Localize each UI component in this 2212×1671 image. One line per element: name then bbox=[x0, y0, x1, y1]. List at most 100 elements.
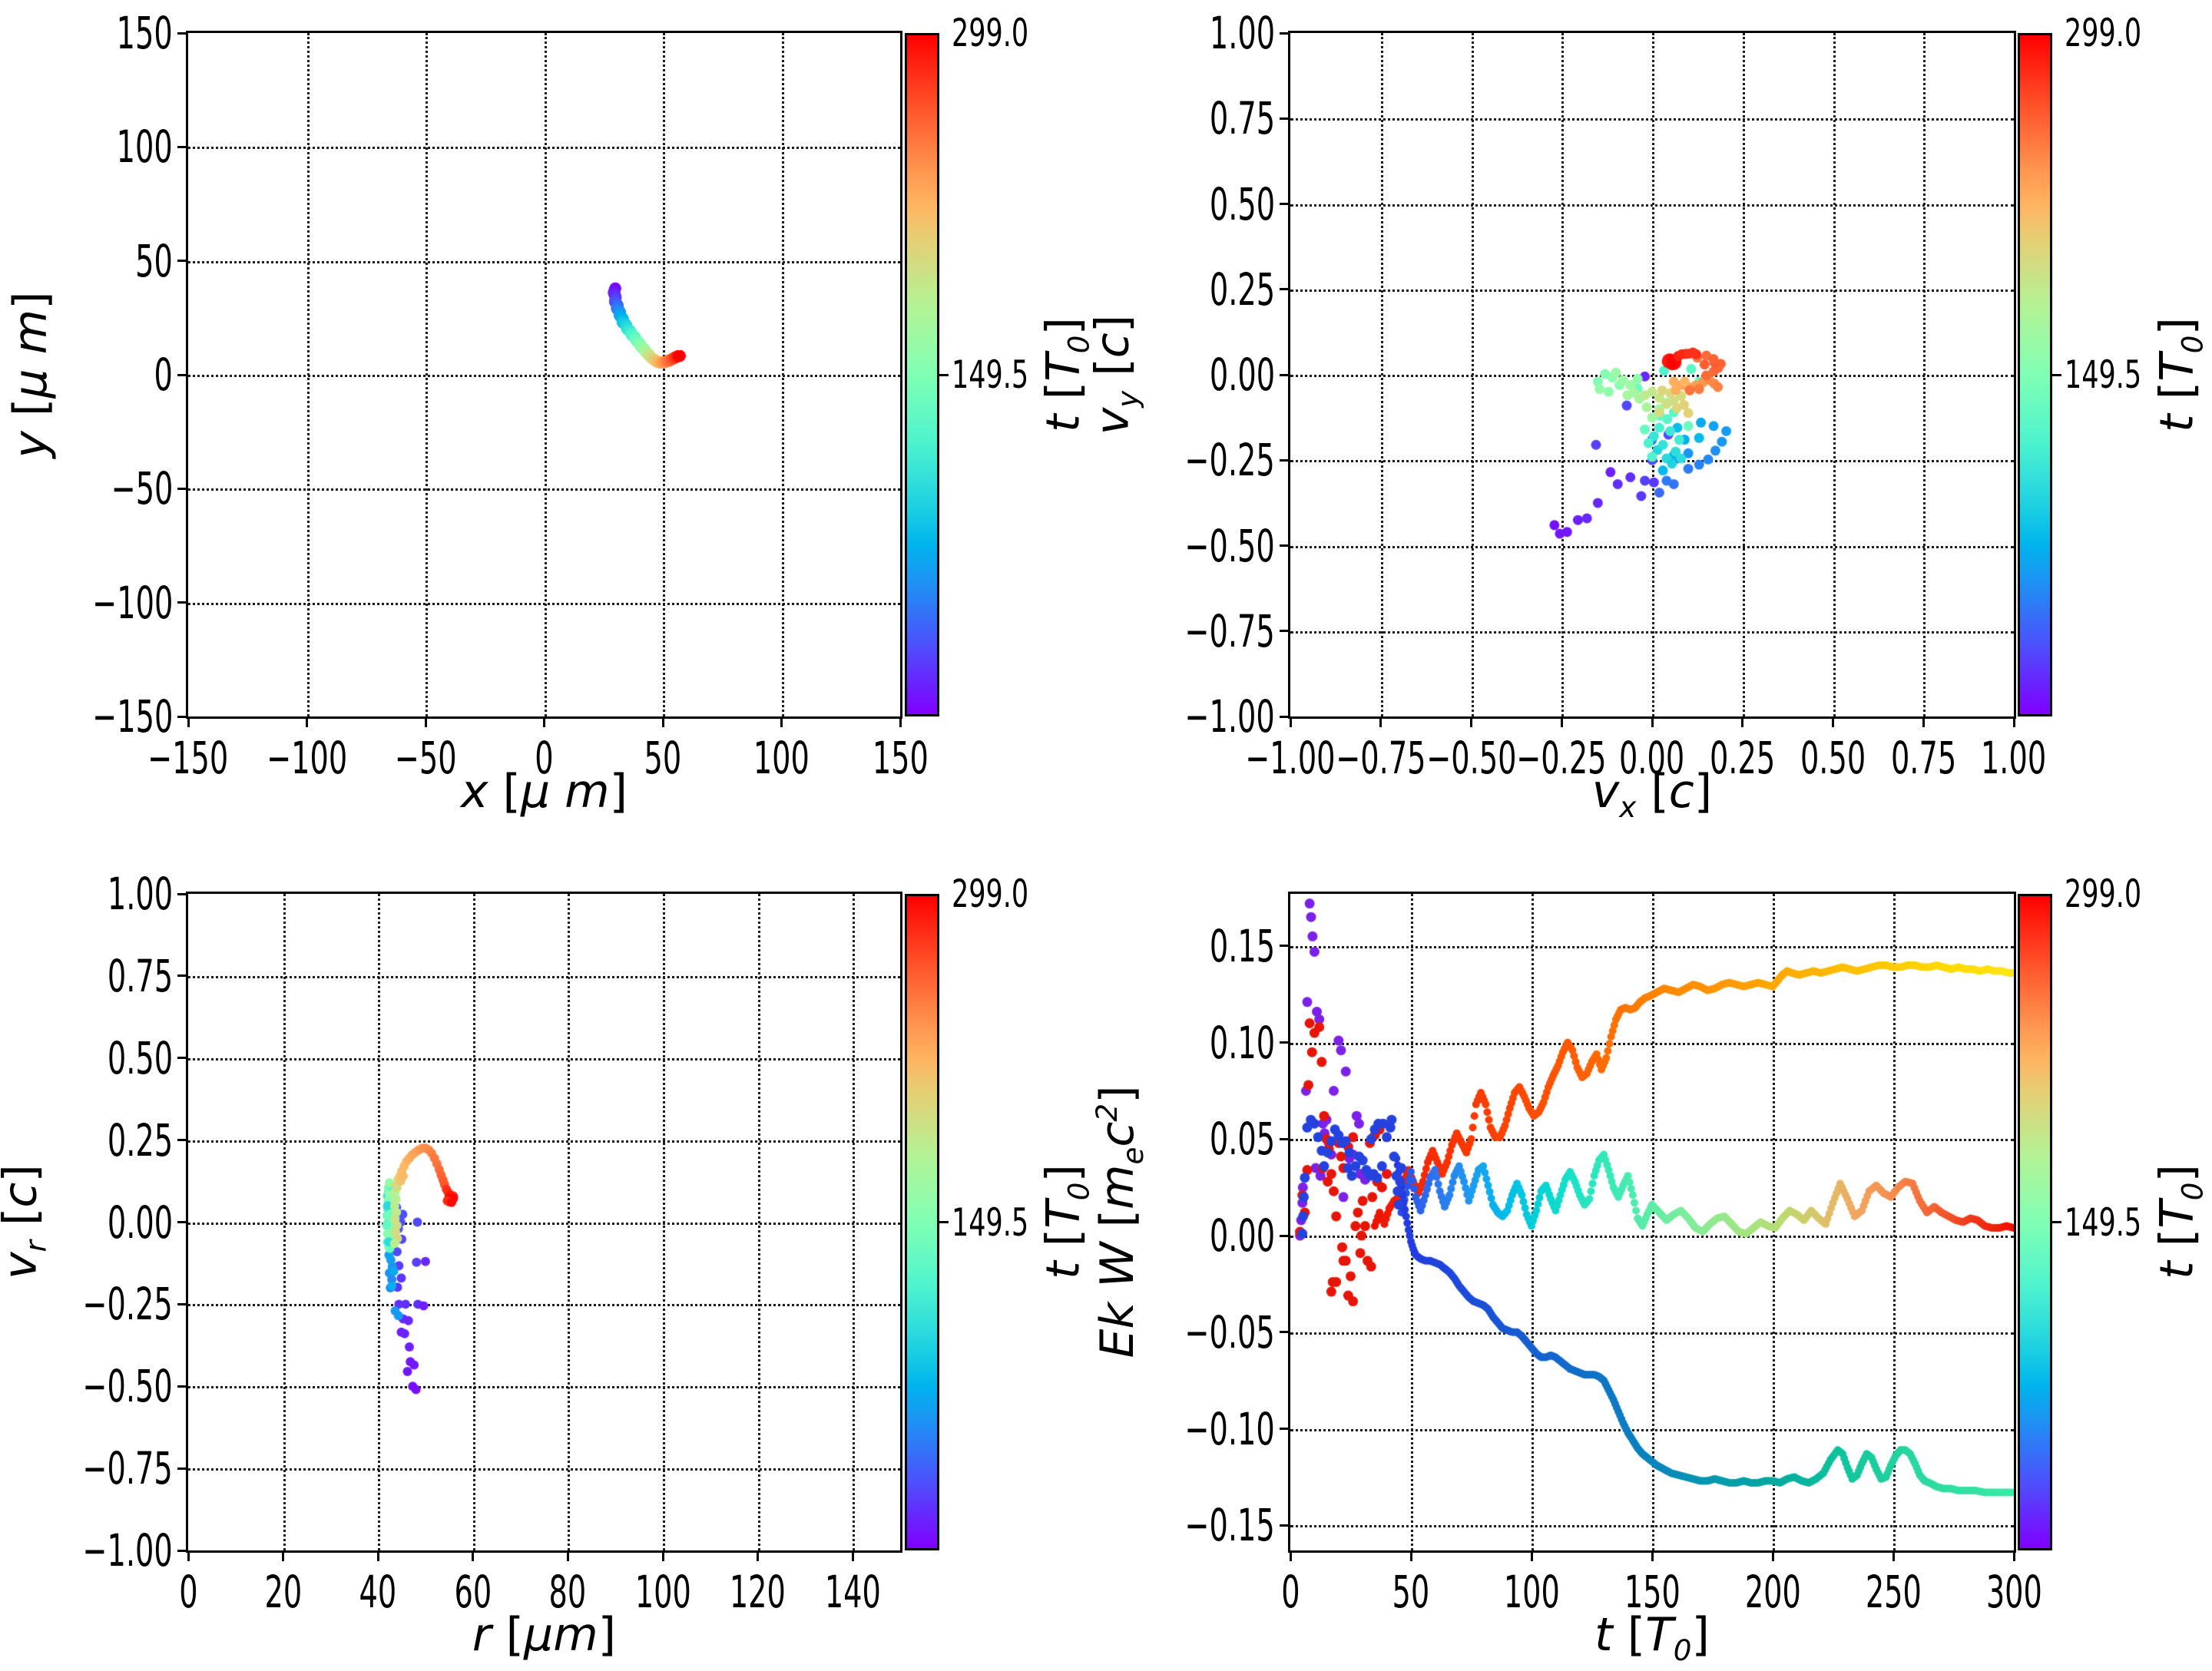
x-tick-mark bbox=[306, 716, 308, 727]
x-tick-label: 100 bbox=[753, 732, 810, 784]
y-tick-label: −100 bbox=[91, 576, 173, 629]
x-tick-label: −1.00 bbox=[1245, 732, 1336, 784]
x-tick-label: 0.75 bbox=[1890, 732, 1956, 784]
y-tick-mark bbox=[1280, 1331, 1290, 1334]
vxvy-data-canvas bbox=[1290, 33, 2014, 716]
ekw-colorbar bbox=[2018, 894, 2052, 1550]
y-tick-label: 1.00 bbox=[107, 868, 173, 920]
y-tick-label: −0.25 bbox=[82, 1278, 173, 1331]
x-tick-label: −0.75 bbox=[1336, 732, 1426, 784]
ekw-xlabel: t [T0] bbox=[1594, 1608, 1710, 1667]
y-tick-mark bbox=[177, 1467, 188, 1470]
y-tick-label: 0.10 bbox=[1209, 1016, 1275, 1069]
colorbar-tick-label: 149.5 bbox=[952, 352, 1029, 397]
y-tick-mark bbox=[177, 373, 188, 376]
ekw-data-canvas bbox=[1290, 894, 2014, 1550]
y-tick-mark bbox=[177, 1139, 188, 1142]
colorbar-tick-label: 299.0 bbox=[952, 11, 1029, 55]
y-tick-mark bbox=[177, 715, 188, 718]
y-tick-label: 0.75 bbox=[107, 949, 173, 1002]
colorbar-tick-label: 149.5 bbox=[2065, 1199, 2142, 1245]
y-tick-label: −0.50 bbox=[1184, 519, 1275, 572]
x-tick-mark bbox=[187, 716, 190, 727]
y-tick-mark bbox=[177, 1549, 188, 1552]
y-tick-mark bbox=[1280, 1137, 1290, 1140]
x-tick-label: 300 bbox=[1985, 1566, 2042, 1618]
x-tick-mark bbox=[2012, 1550, 2015, 1561]
y-tick-mark bbox=[1280, 117, 1290, 120]
x-tick-label: 100 bbox=[634, 1566, 691, 1618]
x-tick-mark bbox=[472, 1550, 475, 1561]
x-tick-label: 0 bbox=[1280, 1566, 1300, 1618]
y-tick-label: 0.25 bbox=[1209, 263, 1275, 316]
x-tick-label: 40 bbox=[359, 1566, 397, 1618]
y-tick-label: 1.00 bbox=[1209, 7, 1275, 59]
x-tick-mark bbox=[1409, 1550, 1412, 1561]
x-tick-label: 50 bbox=[644, 732, 682, 784]
y-tick-label: −150 bbox=[91, 690, 173, 743]
xy-axes bbox=[186, 31, 902, 719]
y-tick-label: −1.00 bbox=[82, 1524, 173, 1577]
y-tick-label: 0.00 bbox=[1209, 1209, 1275, 1262]
x-tick-label: 0.00 bbox=[1619, 732, 1685, 784]
x-tick-mark bbox=[1470, 716, 1472, 727]
y-tick-label: −0.25 bbox=[1184, 434, 1275, 487]
y-tick-label: −0.75 bbox=[82, 1442, 173, 1495]
x-tick-label: 0.25 bbox=[1710, 732, 1776, 784]
x-tick-mark bbox=[661, 1550, 664, 1561]
y-tick-label: −50 bbox=[111, 462, 173, 515]
x-tick-mark bbox=[757, 1550, 760, 1561]
y-tick-mark bbox=[177, 260, 188, 263]
y-tick-label: 150 bbox=[116, 7, 173, 59]
x-tick-label: 140 bbox=[824, 1566, 881, 1618]
y-tick-label: −0.50 bbox=[82, 1360, 173, 1413]
x-tick-mark bbox=[187, 1550, 190, 1561]
xy-data-canvas bbox=[188, 33, 900, 716]
y-tick-label: 100 bbox=[116, 121, 173, 174]
y-tick-mark bbox=[1280, 1524, 1290, 1527]
y-tick-mark bbox=[177, 31, 188, 35]
y-tick-label: −0.75 bbox=[1184, 604, 1275, 657]
y-tick-mark bbox=[177, 1221, 188, 1223]
x-tick-mark bbox=[851, 1550, 854, 1561]
vxvy-xlabel: vx [c] bbox=[1591, 765, 1713, 824]
colorbar-tick-label: 149.5 bbox=[952, 1199, 1029, 1245]
y-tick-label: −0.10 bbox=[1184, 1402, 1275, 1455]
y-tick-label: 0 bbox=[154, 349, 173, 401]
x-tick-label: 1.00 bbox=[1981, 732, 2047, 784]
y-tick-label: 50 bbox=[135, 234, 173, 287]
y-tick-mark bbox=[1280, 1428, 1290, 1431]
y-tick-label: 0.50 bbox=[1209, 177, 1275, 230]
y-tick-mark bbox=[1280, 1234, 1290, 1237]
x-tick-label: 250 bbox=[1865, 1566, 1922, 1618]
colorbar-tick-label: 299.0 bbox=[2065, 872, 2142, 916]
x-tick-label: 60 bbox=[454, 1566, 492, 1618]
x-tick-label: −100 bbox=[266, 732, 348, 784]
colorbar-tick-label: 299.0 bbox=[2065, 11, 2142, 55]
y-tick-label: 0.50 bbox=[107, 1031, 173, 1084]
x-tick-mark bbox=[424, 716, 427, 727]
rvr-ylabel: vr [c] bbox=[0, 1164, 53, 1279]
rvr-data-canvas bbox=[188, 894, 900, 1550]
y-tick-label: −1.00 bbox=[1184, 690, 1275, 743]
y-tick-mark bbox=[1280, 203, 1290, 205]
x-tick-mark bbox=[1771, 1550, 1774, 1561]
xy-colorbar bbox=[905, 33, 939, 716]
y-tick-mark bbox=[177, 145, 188, 148]
y-tick-label: 0.05 bbox=[1209, 1113, 1275, 1166]
x-tick-label: −50 bbox=[394, 732, 457, 784]
x-tick-mark bbox=[282, 1550, 285, 1561]
colorbar-tick-label: 299.0 bbox=[952, 872, 1029, 916]
x-tick-mark bbox=[1741, 716, 1744, 727]
y-tick-mark bbox=[177, 487, 188, 490]
x-tick-label: 150 bbox=[1624, 1566, 1681, 1618]
x-tick-mark bbox=[1651, 716, 1654, 727]
y-tick-mark bbox=[1280, 458, 1290, 462]
y-tick-label: 0.00 bbox=[107, 1196, 173, 1249]
x-tick-mark bbox=[1289, 1550, 1292, 1561]
y-tick-label: 0.25 bbox=[107, 1113, 173, 1166]
x-tick-label: −0.50 bbox=[1426, 732, 1517, 784]
x-tick-label: 20 bbox=[264, 1566, 302, 1618]
x-tick-mark bbox=[1832, 716, 1834, 727]
y-tick-mark bbox=[1280, 373, 1290, 376]
